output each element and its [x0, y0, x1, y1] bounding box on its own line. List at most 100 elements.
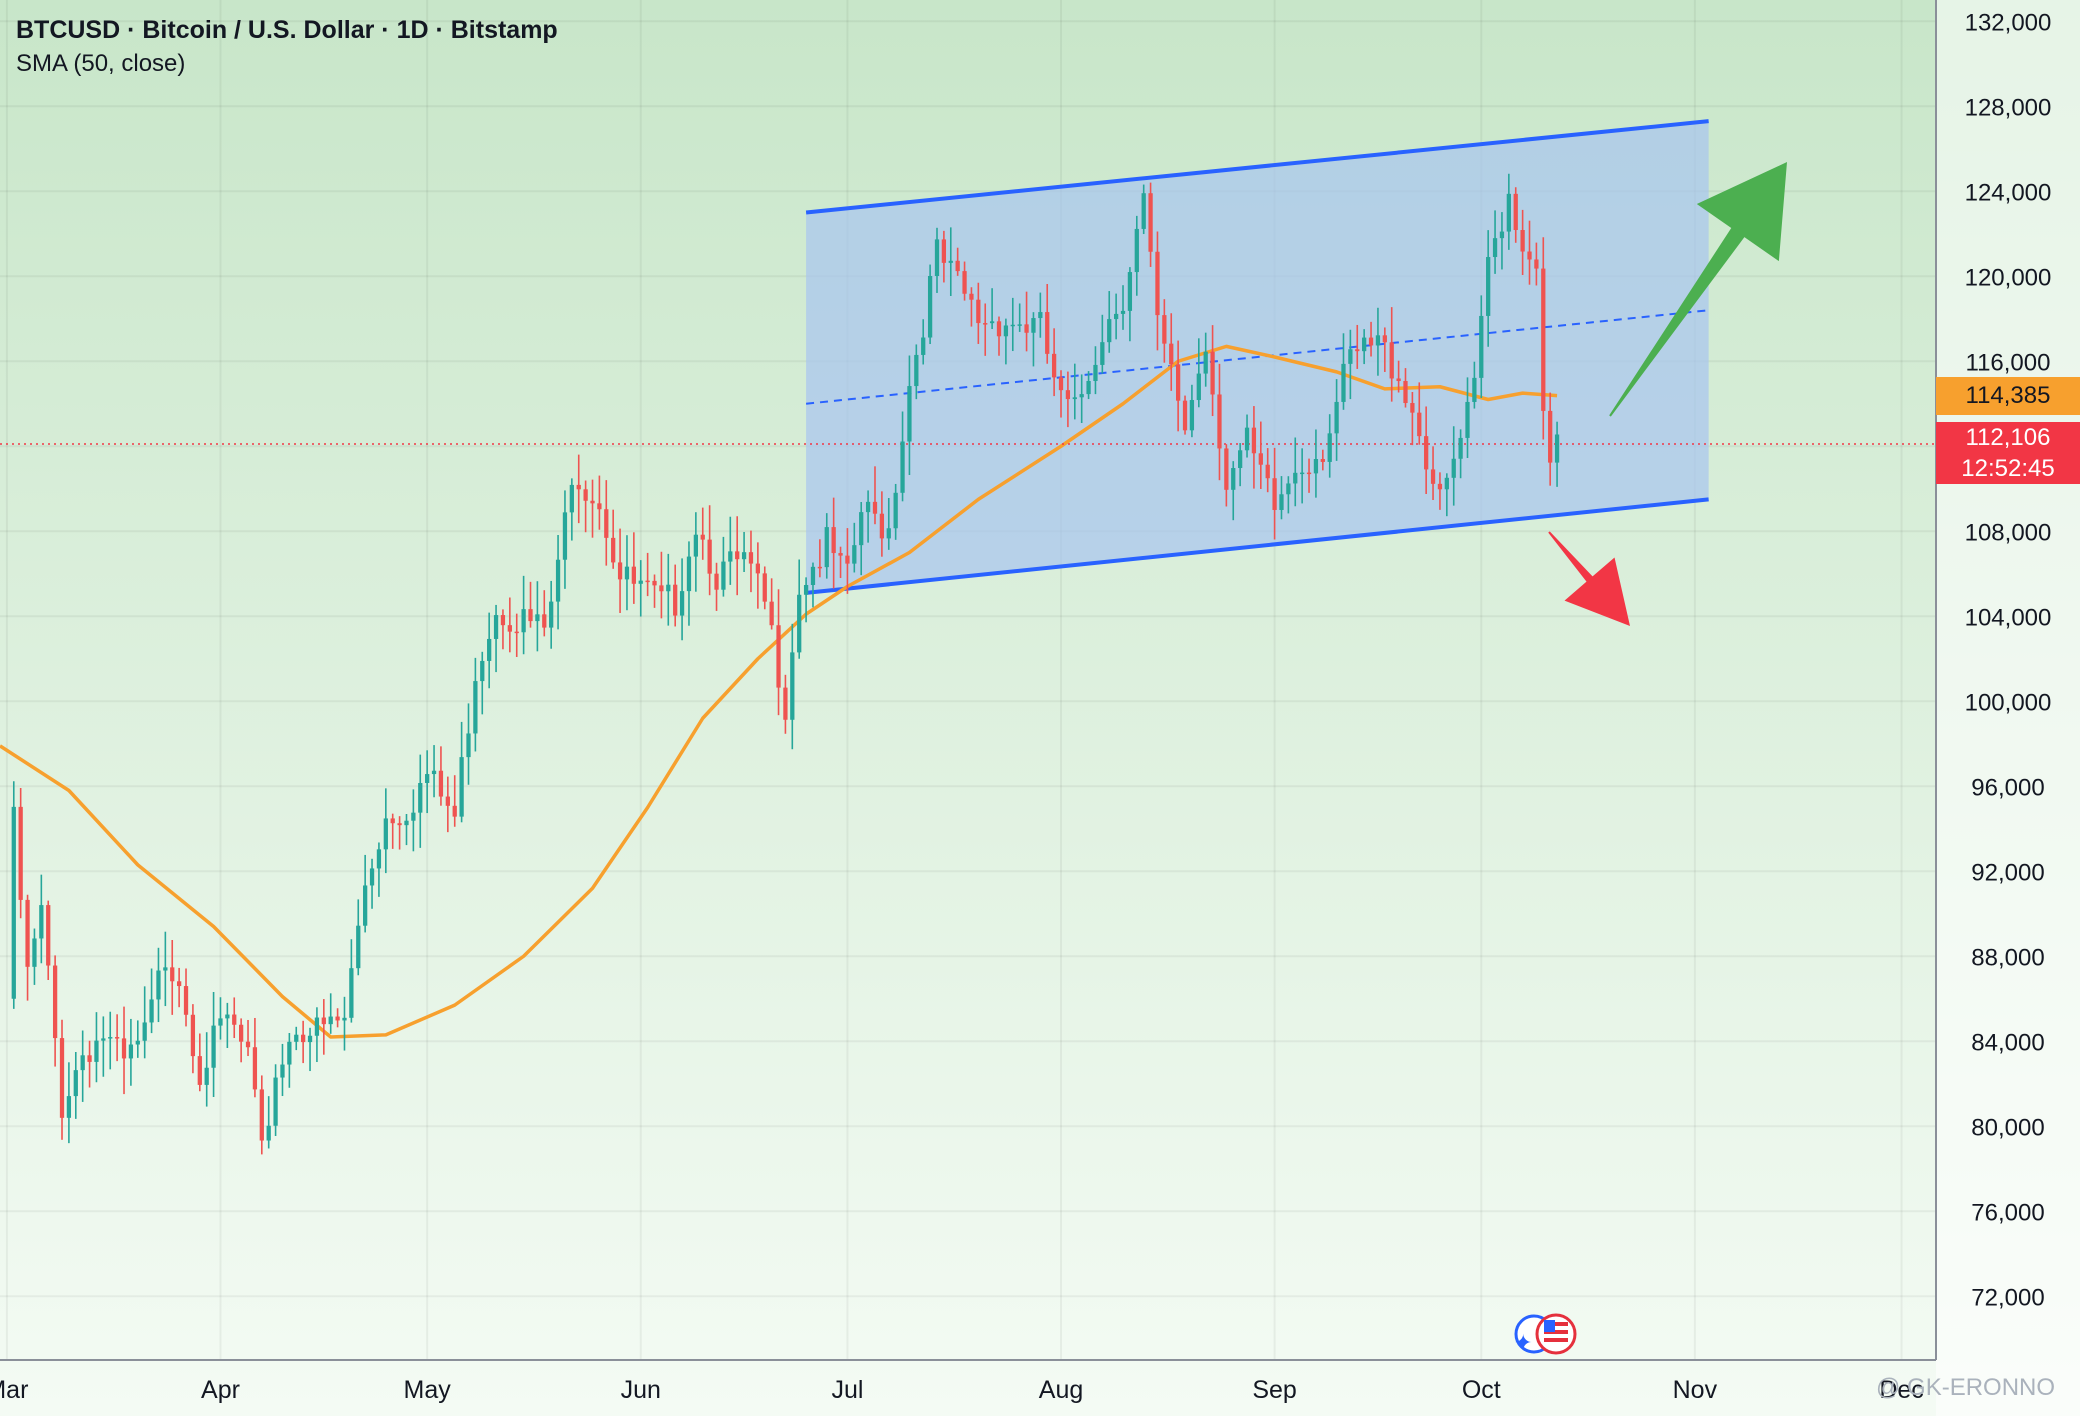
candle-up: [307, 1035, 313, 1043]
candle-up: [425, 774, 430, 784]
candle-up: [204, 1067, 209, 1085]
candle-up: [376, 849, 382, 869]
candle-down: [321, 1017, 326, 1025]
candle-up: [859, 512, 864, 546]
candle-up: [886, 528, 891, 539]
candle-down: [597, 503, 602, 510]
candle-down: [1210, 351, 1215, 395]
candle-up: [411, 812, 416, 821]
x-tick-label: Dec: [1879, 1376, 1923, 1404]
candle-up: [934, 239, 940, 277]
candle-down: [1217, 394, 1222, 449]
candle-down: [769, 601, 774, 626]
candle-up: [39, 905, 44, 939]
candle-up: [535, 614, 540, 622]
candle-up: [1465, 401, 1470, 438]
candle-up: [480, 660, 485, 682]
candle-up: [1458, 437, 1463, 459]
candle-up: [369, 868, 375, 886]
candle-down: [838, 553, 843, 556]
candle-up: [927, 276, 933, 338]
candle-up: [431, 770, 437, 775]
candle-down: [955, 260, 960, 272]
candle-down: [762, 573, 767, 602]
candle-down: [1520, 230, 1525, 252]
candle-up: [1079, 394, 1084, 398]
candle-up: [273, 1077, 278, 1126]
indicator-legend[interactable]: SMA (50, close): [16, 50, 186, 77]
candle-up: [342, 1017, 347, 1021]
candle-down: [583, 489, 588, 501]
candle-down: [542, 614, 547, 628]
candle-up: [1341, 363, 1346, 402]
candle-down: [617, 562, 623, 580]
candle-down: [1389, 342, 1394, 379]
x-tick-label: Apr: [201, 1376, 240, 1404]
y-tick-label: 100,000: [1965, 689, 2052, 716]
candle-up: [1327, 433, 1332, 462]
candle-down: [1182, 400, 1188, 431]
candle-down: [438, 770, 444, 797]
y-tick-label: 132,000: [1965, 9, 2052, 36]
candle-up: [521, 609, 526, 633]
candle-down: [776, 625, 781, 688]
candle-up: [466, 733, 471, 758]
events-flag-icon[interactable]: ✦: [1514, 1313, 1577, 1356]
candle-down: [755, 563, 761, 574]
candle-down: [700, 534, 705, 540]
candle-up: [1031, 318, 1036, 333]
candle-up: [1444, 477, 1449, 490]
candle-down: [735, 551, 740, 560]
candle-down: [1024, 324, 1029, 333]
candle-up: [1141, 193, 1146, 229]
candle-down: [190, 1014, 196, 1057]
candle-down: [1251, 427, 1257, 454]
bearish-arrow[interactable]: [1548, 531, 1630, 626]
candle-up: [1134, 228, 1139, 273]
candle-down: [18, 806, 23, 900]
candle-down: [1534, 259, 1539, 269]
candle-up: [1375, 335, 1381, 346]
candle-up: [562, 512, 568, 560]
candle-down: [1527, 251, 1532, 260]
symbol-title[interactable]: BTCUSD · Bitcoin / U.S. Dollar · 1D · Bi…: [16, 16, 558, 44]
candle-up: [914, 354, 919, 387]
candle-up: [280, 1064, 285, 1078]
candle-down: [1417, 412, 1422, 437]
candle-up: [459, 757, 464, 817]
candle-up: [1348, 349, 1353, 364]
candle-up: [1038, 312, 1043, 319]
candle-up: [741, 552, 747, 560]
candle-down: [335, 1016, 340, 1021]
candle-up: [66, 1096, 72, 1118]
candle-down: [232, 1014, 237, 1025]
candle-down: [817, 566, 823, 569]
candle-up: [569, 484, 574, 513]
bullish-arrow[interactable]: [1609, 162, 1787, 417]
candle-up: [693, 534, 698, 557]
candle-down: [1224, 448, 1229, 490]
parallel-channel[interactable]: [805, 119, 1709, 595]
y-tick-label: 128,000: [1965, 94, 2052, 121]
candle-up: [797, 594, 802, 653]
arrow-annotations[interactable]: [1548, 162, 1787, 626]
last-price-value: 112,106: [1965, 423, 2051, 451]
sma-price-label: 114,385: [1936, 376, 2080, 415]
candle-up: [1017, 324, 1022, 326]
candle-down: [176, 981, 182, 987]
candle-up: [1286, 483, 1291, 495]
candle-up: [1334, 401, 1339, 434]
candle-up: [1362, 337, 1367, 352]
candle-up: [1479, 315, 1484, 378]
candle-down: [748, 552, 754, 564]
candle-down: [1306, 472, 1312, 475]
candle-down: [1541, 268, 1546, 411]
last-price-label: 112,106 12:52:45: [1936, 421, 2080, 484]
y-tick-label: 116,000: [1966, 349, 2051, 376]
candle-up: [487, 638, 492, 661]
candle-up: [356, 925, 361, 969]
sma-line: [0, 344, 1558, 1039]
candle-up: [1244, 427, 1250, 451]
